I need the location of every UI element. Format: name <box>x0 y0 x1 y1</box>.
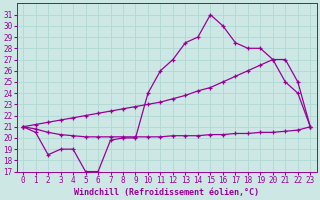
X-axis label: Windchill (Refroidissement éolien,°C): Windchill (Refroidissement éolien,°C) <box>74 188 259 197</box>
